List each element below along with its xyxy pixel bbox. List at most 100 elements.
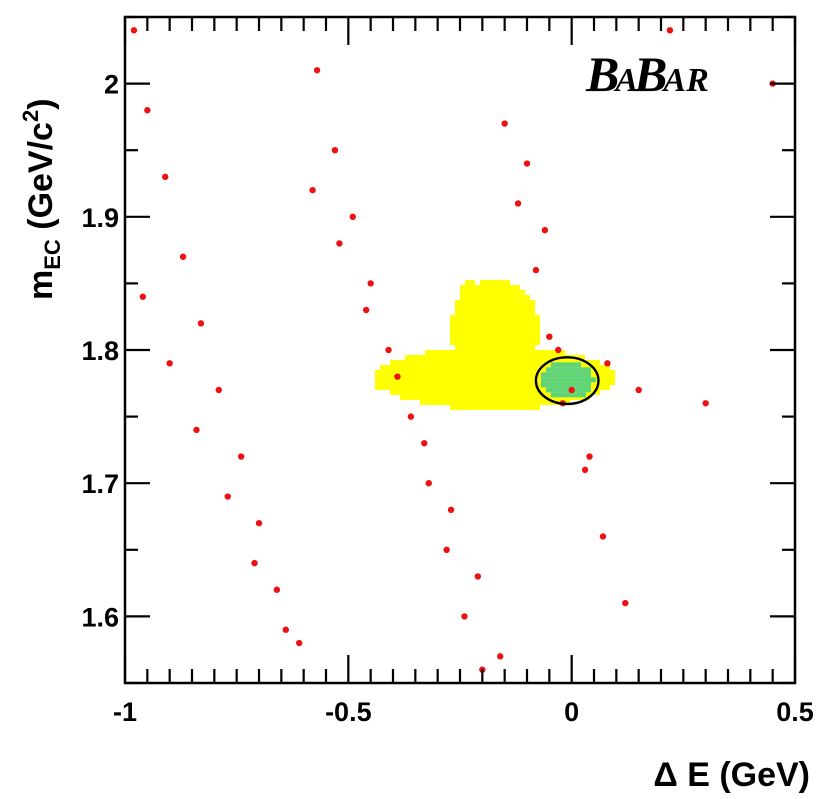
data-point [447, 506, 455, 514]
signal-bin [500, 330, 505, 335]
signal-bin [490, 370, 495, 375]
signal-bin [450, 385, 455, 390]
signal-core-bin [565, 382, 571, 388]
x-axis-title: Δ E (GeV) [653, 756, 810, 794]
signal-bin [515, 330, 520, 335]
signal-bin [535, 395, 540, 400]
signal-bin [550, 350, 555, 355]
signal-bin [455, 370, 460, 375]
signal-bin [475, 385, 480, 390]
signal-bin [455, 300, 460, 305]
signal-bin [525, 305, 530, 310]
signal-core-bin [540, 372, 546, 378]
signal-bin [485, 335, 490, 340]
signal-bin [460, 375, 465, 380]
signal-core-bin [545, 382, 551, 388]
signal-bin [485, 295, 490, 300]
signal-core-bin [570, 362, 576, 368]
signal-bin [530, 380, 535, 385]
signal-bin [435, 355, 440, 360]
signal-bin [500, 335, 505, 340]
signal-bin [490, 335, 495, 340]
signal-bin [425, 380, 430, 385]
signal-bin [455, 345, 460, 350]
signal-bin [510, 325, 515, 330]
signal-bin [460, 390, 465, 395]
data-point [555, 346, 562, 354]
signal-bin [500, 305, 505, 310]
signal-bin [610, 380, 615, 385]
signal-core-bin [585, 377, 591, 383]
signal-bin [445, 360, 450, 365]
signal-bin [490, 345, 495, 350]
signal-core-bin [540, 382, 546, 388]
signal-bin [465, 310, 470, 315]
data-point [523, 160, 531, 167]
signal-bin [500, 405, 505, 410]
signal-bin [460, 370, 465, 375]
signal-bin [455, 350, 460, 355]
signal-bin [405, 365, 410, 370]
data-point [604, 360, 611, 367]
signal-bin [490, 320, 495, 325]
signal-bin [505, 365, 510, 370]
signal-bin [485, 385, 490, 390]
signal-bin [460, 295, 465, 300]
signal-bin [525, 330, 530, 335]
signal-ellipse [534, 356, 600, 406]
signal-bin [510, 395, 515, 400]
signal-bin [535, 315, 540, 320]
signal-bin [485, 365, 490, 370]
signal-bin [485, 315, 490, 320]
signal-bin [480, 400, 485, 405]
signal-bin [500, 280, 505, 285]
signal-bin [520, 295, 525, 300]
signal-bin [550, 395, 555, 400]
signal-core-bin [570, 372, 576, 378]
y-tick-label: 1.9 [81, 203, 119, 233]
signal-bin [505, 300, 510, 305]
signal-bin [575, 395, 580, 400]
signal-bin [520, 330, 525, 335]
signal-bin [430, 395, 435, 400]
signal-core-bin [580, 377, 586, 383]
signal-core-bin [590, 377, 596, 383]
signal-bin [390, 375, 395, 380]
signal-bin [395, 385, 400, 390]
signal-bin [540, 390, 545, 395]
signal-bin [500, 295, 505, 300]
data-point [599, 533, 607, 540]
signal-bin [470, 285, 475, 290]
signal-core-bin [550, 387, 556, 393]
signal-core-bin [575, 392, 581, 398]
signal-bin [475, 290, 480, 295]
signal-bin [490, 395, 495, 400]
signal-bin [470, 355, 475, 360]
signal-bin [515, 285, 520, 290]
data-point [532, 266, 540, 274]
signal-core-bin [555, 372, 561, 378]
signal-bin [430, 360, 435, 365]
signal-core-bin [545, 387, 551, 393]
signal-bin [515, 320, 520, 325]
signal-bin [465, 360, 470, 365]
signal-bin [525, 390, 530, 395]
signal-bin [415, 380, 420, 385]
signal-bin [535, 375, 540, 380]
signal-bin [485, 320, 490, 325]
signal-bin [450, 390, 455, 395]
signal-bin [440, 380, 445, 385]
signal-bin [440, 390, 445, 395]
signal-bin [515, 355, 520, 360]
signal-bin [495, 390, 500, 395]
signal-core-bin [570, 382, 576, 388]
signal-bin [530, 360, 535, 365]
signal-bin [405, 385, 410, 390]
signal-bin [465, 395, 470, 400]
signal-bin [465, 290, 470, 295]
signal-bin [445, 380, 450, 385]
signal-bin [460, 340, 465, 345]
signal-bin [425, 375, 430, 380]
signal-bin [580, 355, 585, 360]
signal-core-bin [580, 367, 586, 373]
